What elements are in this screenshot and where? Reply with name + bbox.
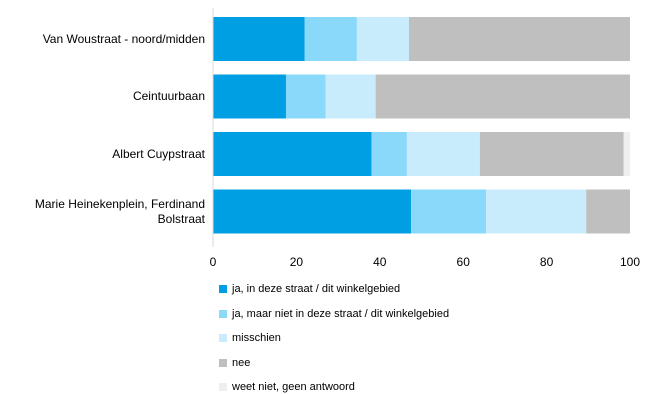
legend-swatch (219, 383, 227, 391)
bar-segment (285, 74, 326, 119)
x-tick-label: 40 (373, 255, 387, 269)
bar-segment (213, 17, 305, 61)
x-tick-label: 60 (457, 255, 471, 269)
bar-segment (586, 189, 630, 234)
category-label: Van Woustraat - noord/midden (42, 31, 205, 46)
legend-item: ja, maar niet in deze straat / dit winke… (219, 307, 449, 321)
x-tick-label: 100 (620, 255, 640, 269)
category-label: Ceintuurbaan (132, 89, 205, 103)
legend-label: nee (232, 356, 251, 369)
x-tick-label: 20 (290, 255, 304, 269)
legend-item: weet niet, geen antwoord (219, 380, 355, 394)
bar-segment (623, 132, 630, 176)
bar-segment (213, 132, 372, 176)
x-tick-label: 0 (210, 255, 217, 269)
bar-segment (213, 189, 412, 234)
legend-label: ja, in deze straat / dit winkelgebied (232, 283, 401, 295)
legend-swatch (219, 358, 227, 367)
legend-item: misschien (219, 331, 281, 345)
x-tick-label: 80 (540, 255, 554, 269)
legend-label: misschien (232, 332, 281, 344)
bar-segment (406, 132, 480, 176)
bar-segment (486, 189, 587, 234)
category-label: Albert Cuypstraat (112, 146, 205, 161)
bar-segment (325, 74, 376, 119)
category-label: Marie Heinekenplein, Ferdinand Bolstraat (34, 196, 205, 226)
bar-segment (213, 74, 286, 119)
bar-segment (479, 132, 624, 176)
bar-segment (356, 17, 409, 61)
bar-segment (304, 17, 357, 61)
bar-segment (375, 74, 630, 119)
legend-label: weet niet, geen antwoord (232, 381, 355, 393)
legend-swatch (219, 285, 227, 293)
legend-label: ja, maar niet in deze straat / dit winke… (232, 307, 450, 320)
legend-swatch (219, 309, 227, 318)
bar-segment (408, 17, 630, 61)
legend-item: ja, in deze straat / dit winkelgebied (219, 282, 400, 296)
legend-item: nee (219, 356, 250, 370)
bar-segment (371, 132, 407, 176)
bar-segment (411, 189, 487, 234)
legend-swatch (219, 334, 227, 342)
